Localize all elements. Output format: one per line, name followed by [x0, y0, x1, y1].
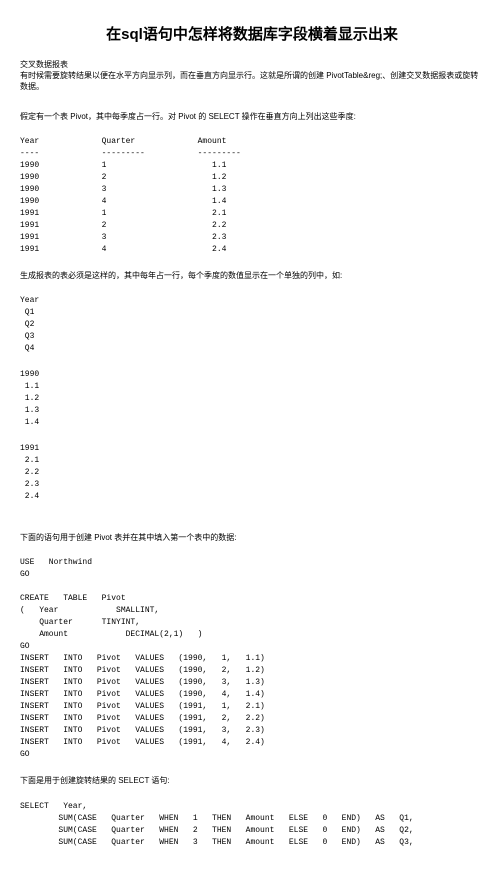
columns-block: Year Q1 Q2 Q3 Q4 — [20, 295, 484, 355]
sql-create-block: USE Northwind GO CREATE TABLE Pivot ( Ye… — [20, 557, 484, 761]
section-heading: 交叉数据报表 — [20, 59, 484, 70]
paragraph-1: 假定有一个表 Pivot，其中每季度占一行。对 Pivot 的 SELECT 操… — [20, 111, 484, 122]
intro-paragraph: 有时候需要旋转结果以便在水平方向显示列，而在垂直方向显示行。这就是所谓的创建 P… — [20, 70, 484, 92]
data-1990: 1990 1.1 1.2 1.3 1.4 — [20, 369, 484, 429]
sql-select-block: SELECT Year, SUM(CASE Quarter WHEN 1 THE… — [20, 801, 484, 849]
paragraph-2: 生成报表的表必须是这样的，其中每年占一行，每个季度的数值显示在一个单独的列中，如… — [20, 270, 484, 281]
data-1991: 1991 2.1 2.2 2.3 2.4 — [20, 443, 484, 503]
page-title: 在sql语句中怎样将数据库字段横着显示出来 — [20, 24, 484, 45]
data-table: Year Quarter Amount ---- --------- -----… — [20, 136, 484, 256]
paragraph-4: 下面是用于创建旋转结果的 SELECT 语句: — [20, 775, 484, 786]
paragraph-3: 下面的语句用于创建 Pivot 表并在其中填入第一个表中的数据: — [20, 532, 484, 543]
